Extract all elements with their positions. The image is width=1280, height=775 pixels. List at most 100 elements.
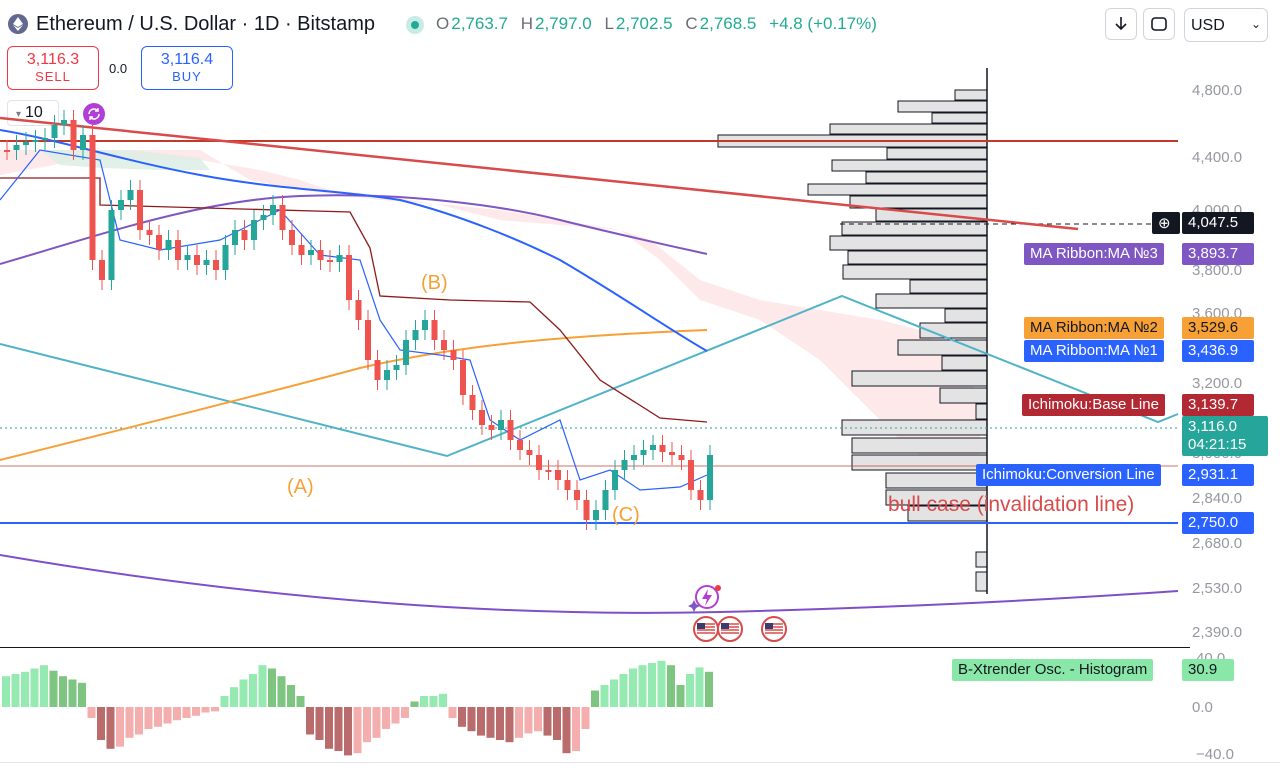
candle-body — [270, 205, 276, 215]
candle-body — [631, 455, 637, 460]
pane-divider[interactable] — [0, 647, 1190, 648]
oscillator-bar — [657, 660, 666, 707]
volume-profile-bar — [829, 235, 988, 251]
oscillator-bar — [2, 676, 10, 707]
oscillator-bar — [667, 665, 675, 707]
buy-button[interactable]: 3,116.4 BUY — [141, 46, 233, 90]
volume-profile-bar — [975, 403, 988, 420]
chevron-down-icon: ⌄ — [1250, 17, 1261, 31]
candle-body — [384, 370, 390, 380]
oscillator-bar — [68, 679, 77, 707]
chart-header: Ethereum / U.S. Dollar · 1D · Bitstamp O… — [0, 0, 1280, 48]
candle-body — [441, 340, 447, 350]
oscillator-bar — [676, 685, 685, 707]
bull-case-label[interactable]: bull case (invalidation line) — [888, 493, 1135, 516]
axis-tick: 3,200.0 — [1192, 375, 1243, 392]
volume-profile-bar — [875, 293, 988, 309]
axis-tick: 3,800.0 — [1192, 262, 1243, 279]
oscillator-bar — [182, 707, 191, 718]
candle-body — [13, 145, 20, 150]
oscillator-bar — [287, 685, 295, 707]
sell-label: SELL — [35, 69, 71, 84]
candle-body — [688, 460, 694, 490]
candle-body — [108, 210, 115, 280]
volume-profile-bar — [849, 195, 988, 209]
candle-body — [488, 425, 495, 430]
axis-tick: 4,800.0 — [1192, 82, 1243, 99]
oscillator-bar — [458, 707, 466, 727]
candle-body — [213, 260, 219, 270]
interval-counter-value: 10 — [25, 104, 43, 121]
candle-body — [602, 490, 609, 510]
ma-1-line — [0, 129, 708, 352]
long-curve — [0, 554, 1179, 614]
candle-body — [650, 445, 656, 450]
candle-body — [460, 360, 466, 395]
symbol-title[interactable]: Ethereum / U.S. Dollar · 1D · Bitstamp — [36, 13, 375, 35]
oscillator-bar — [629, 668, 637, 707]
wave-b-label[interactable]: (B) — [421, 272, 448, 294]
volume-profile-bar — [851, 370, 988, 387]
market-status-icon[interactable] — [406, 16, 424, 34]
last-price-value: 3,116.0 — [1188, 418, 1237, 435]
candle-body — [232, 230, 238, 245]
oscillator-name: B-Xtrender Osc. - Histogram — [952, 659, 1154, 681]
oscillator-bar — [306, 707, 314, 735]
oscillator-bar — [505, 707, 514, 743]
add-alert-icon[interactable]: ⊕ — [1152, 212, 1180, 234]
oscillator-bar — [163, 707, 172, 724]
candle-body — [697, 490, 704, 500]
us-flag-event-icon — [693, 616, 719, 642]
oscillator-bar — [353, 707, 362, 754]
oscillator-bar — [40, 665, 48, 707]
oscillator-bar — [610, 679, 618, 707]
candle-body — [241, 230, 248, 240]
ichimoku-cloud — [0, 150, 980, 470]
low-key: L — [604, 14, 614, 33]
candle-body — [659, 445, 666, 452]
oscillator-value: 30.9 — [1182, 659, 1234, 681]
download-arrow-icon[interactable] — [1105, 8, 1137, 40]
oscillator-bar — [486, 707, 495, 738]
oscillator-bar — [192, 707, 200, 716]
oscillator-bar — [391, 707, 400, 724]
oscillator-bar — [154, 707, 162, 727]
refresh-icon[interactable] — [83, 103, 105, 125]
oscillator-bar — [600, 685, 609, 707]
high-key: H — [520, 14, 533, 33]
ma1-name: MA Ribbon:MA №1 — [1024, 340, 1164, 362]
oscillator-bar — [638, 665, 647, 707]
oscillator-bar — [648, 663, 656, 707]
ma3-value: 3,893.7 — [1182, 243, 1254, 265]
ma2-value: 3,529.6 — [1182, 317, 1254, 339]
oscillator-bar — [21, 671, 29, 707]
oscillator-bar — [277, 676, 286, 707]
volume-profile-bar — [939, 387, 988, 404]
axis-tick: 4,400.0 — [1192, 149, 1243, 166]
economic-events[interactable] — [684, 580, 794, 646]
buy-price: 3,116.4 — [160, 51, 214, 68]
ichimoku-conversion-line — [0, 149, 708, 491]
conversion-line-value: 2,931.1 — [1182, 464, 1254, 486]
sell-button[interactable]: 3,116.3 SELL — [7, 46, 99, 90]
volume-profile-bar — [944, 308, 988, 323]
candle-body — [146, 230, 153, 235]
volume-profile-bar — [842, 264, 988, 280]
candle-body — [574, 490, 580, 500]
candle-body — [612, 470, 618, 490]
wave-a-label[interactable]: (A) — [287, 476, 314, 498]
candle-body — [317, 250, 324, 260]
oscillator-bar — [325, 707, 333, 749]
candle-body — [194, 255, 200, 265]
candle-body — [222, 245, 229, 270]
currency-select[interactable]: USD ⌄ — [1184, 8, 1268, 42]
candle-body — [51, 125, 58, 138]
candle-body — [517, 440, 523, 450]
fullscreen-icon[interactable] — [1143, 8, 1175, 40]
oscillator-bar — [59, 676, 67, 707]
oscillator-bar — [30, 668, 39, 707]
wave-c-label[interactable]: (C) — [612, 504, 640, 526]
oscillator-bar — [439, 693, 447, 707]
bottom-border — [0, 762, 1280, 763]
